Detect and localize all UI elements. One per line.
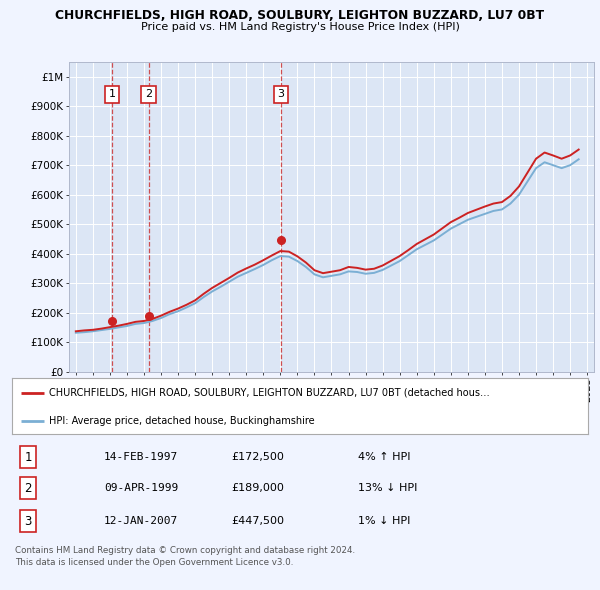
Text: 3: 3: [278, 90, 284, 99]
Text: CHURCHFIELDS, HIGH ROAD, SOULBURY, LEIGHTON BUZZARD, LU7 0BT: CHURCHFIELDS, HIGH ROAD, SOULBURY, LEIGH…: [55, 9, 545, 22]
Text: 13% ↓ HPI: 13% ↓ HPI: [358, 483, 417, 493]
Text: 09-APR-1999: 09-APR-1999: [104, 483, 178, 493]
Text: 1: 1: [109, 90, 115, 99]
Text: 1% ↓ HPI: 1% ↓ HPI: [358, 516, 410, 526]
Text: HPI: Average price, detached house, Buckinghamshire: HPI: Average price, detached house, Buck…: [49, 417, 315, 427]
Text: £172,500: £172,500: [231, 453, 284, 462]
Text: 3: 3: [25, 514, 32, 528]
Text: 12-JAN-2007: 12-JAN-2007: [104, 516, 178, 526]
Text: Price paid vs. HM Land Registry's House Price Index (HPI): Price paid vs. HM Land Registry's House …: [140, 22, 460, 32]
Text: 1: 1: [25, 451, 32, 464]
Text: £447,500: £447,500: [231, 516, 284, 526]
Text: £189,000: £189,000: [231, 483, 284, 493]
Text: 14-FEB-1997: 14-FEB-1997: [104, 453, 178, 462]
Text: 2: 2: [145, 90, 152, 99]
Text: 4% ↑ HPI: 4% ↑ HPI: [358, 453, 410, 462]
Text: 2: 2: [25, 481, 32, 495]
Text: Contains HM Land Registry data © Crown copyright and database right 2024.
This d: Contains HM Land Registry data © Crown c…: [15, 546, 355, 567]
Text: CHURCHFIELDS, HIGH ROAD, SOULBURY, LEIGHTON BUZZARD, LU7 0BT (detached hous…: CHURCHFIELDS, HIGH ROAD, SOULBURY, LEIGH…: [49, 388, 490, 398]
